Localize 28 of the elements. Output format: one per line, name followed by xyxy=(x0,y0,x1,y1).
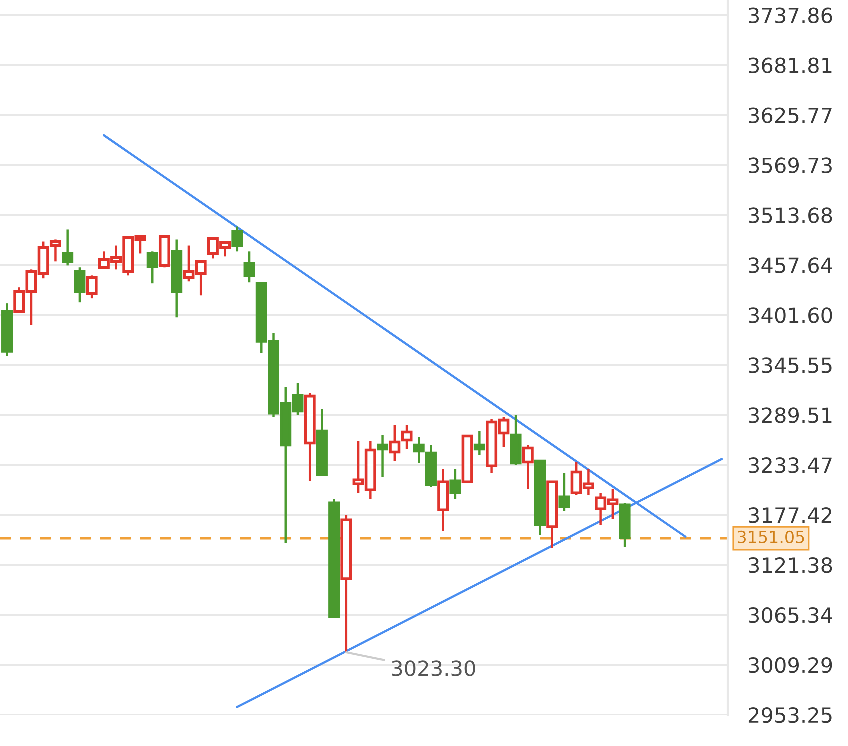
y-tick-label: 3737.86 xyxy=(749,8,832,24)
y-tick-label: 3569.73 xyxy=(749,158,832,174)
y-tick-label: 3681.81 xyxy=(749,58,832,74)
y-tick-label: 3233.47 xyxy=(749,458,832,474)
candlestick xyxy=(522,444,534,490)
ref-line-label: 3151.05 xyxy=(738,530,804,544)
candlestick xyxy=(62,228,74,267)
y-tick-label: 3009.29 xyxy=(749,657,832,674)
candlestick xyxy=(146,250,158,285)
candlestick xyxy=(558,472,570,512)
candlestick xyxy=(74,266,86,304)
y-tick-label: 3625.77 xyxy=(749,108,832,124)
candlestick xyxy=(86,274,98,300)
y-tick-label: 3457.64 xyxy=(749,258,832,274)
candlestick xyxy=(474,430,486,456)
candlestick xyxy=(232,226,244,253)
candlestick xyxy=(244,250,256,284)
y-tick-label: 3121.38 xyxy=(749,558,832,574)
y-tick-label: 3401.60 xyxy=(749,308,832,324)
y-tick-label: 3065.34 xyxy=(749,607,832,624)
y-tick-label: 3345.55 xyxy=(749,358,832,374)
y-tick-label: 3177.42 xyxy=(749,508,832,524)
candlestick xyxy=(450,468,462,500)
y-tick-label: 3513.68 xyxy=(749,208,832,224)
candlestick xyxy=(377,434,389,478)
y-tick-label: 2953.25 xyxy=(748,707,832,724)
y-tick-label: 3289.51 xyxy=(749,408,832,424)
annotation: 3023.30 xyxy=(392,660,476,676)
